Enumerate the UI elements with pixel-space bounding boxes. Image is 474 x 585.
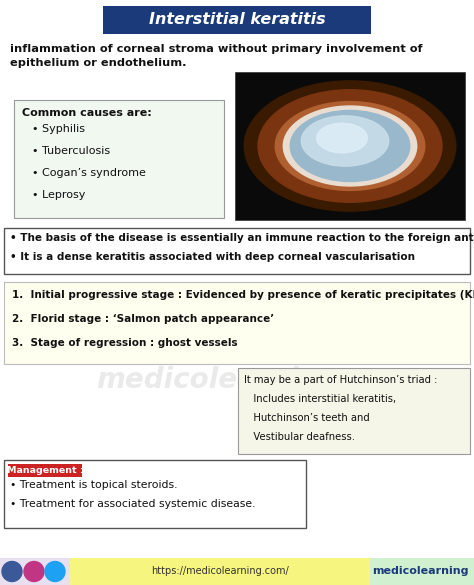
FancyBboxPatch shape xyxy=(370,558,474,585)
Ellipse shape xyxy=(244,81,456,211)
Ellipse shape xyxy=(301,116,389,166)
Text: medicolearning: medicolearning xyxy=(372,566,468,576)
FancyBboxPatch shape xyxy=(14,100,224,218)
FancyBboxPatch shape xyxy=(70,558,370,585)
Text: inflammation of corneal stroma without primary involvement of: inflammation of corneal stroma without p… xyxy=(10,44,422,54)
Text: It may be a part of Hutchinson’s triad :: It may be a part of Hutchinson’s triad : xyxy=(244,375,438,385)
FancyBboxPatch shape xyxy=(4,460,306,528)
Text: Includes interstitial keratitis,: Includes interstitial keratitis, xyxy=(244,394,396,404)
Text: • It is a dense keratitis associated with deep corneal vascularisation: • It is a dense keratitis associated wit… xyxy=(10,252,415,262)
Text: • Tuberculosis: • Tuberculosis xyxy=(32,146,110,156)
Text: Hutchinson’s teeth and: Hutchinson’s teeth and xyxy=(244,413,370,423)
FancyBboxPatch shape xyxy=(235,72,465,220)
Text: 1.  Initial progressive stage : Evidenced by presence of keratic precipitates (K: 1. Initial progressive stage : Evidenced… xyxy=(12,290,474,300)
Ellipse shape xyxy=(317,123,367,153)
Text: medicolearning: medicolearning xyxy=(96,366,338,394)
Text: • Treatment for associated systemic disease.: • Treatment for associated systemic dise… xyxy=(10,499,255,509)
Text: epithelium or endothelium.: epithelium or endothelium. xyxy=(10,58,186,68)
Ellipse shape xyxy=(275,102,425,190)
FancyBboxPatch shape xyxy=(4,282,470,364)
Text: • The basis of the disease is essentially an immune reaction to the foreign anti: • The basis of the disease is essentiall… xyxy=(10,233,474,243)
FancyBboxPatch shape xyxy=(4,228,470,274)
Text: • Treatment is topical steroids.: • Treatment is topical steroids. xyxy=(10,480,177,490)
FancyBboxPatch shape xyxy=(238,368,470,454)
Text: Vestibular deafness.: Vestibular deafness. xyxy=(244,432,355,442)
Circle shape xyxy=(24,562,44,581)
FancyBboxPatch shape xyxy=(103,6,371,34)
Text: • Cogan’s syndrome: • Cogan’s syndrome xyxy=(32,168,146,178)
Text: 3.  Stage of regression : ghost vessels: 3. Stage of regression : ghost vessels xyxy=(12,338,237,348)
FancyBboxPatch shape xyxy=(8,464,82,477)
Ellipse shape xyxy=(258,90,442,202)
Circle shape xyxy=(45,562,65,581)
Text: https://medicolearning.com/: https://medicolearning.com/ xyxy=(151,566,289,576)
Text: • Leprosy: • Leprosy xyxy=(32,190,85,200)
Ellipse shape xyxy=(290,111,410,181)
Circle shape xyxy=(2,562,22,581)
FancyBboxPatch shape xyxy=(0,558,70,585)
Ellipse shape xyxy=(283,106,417,186)
Text: 2.  Florid stage : ‘Salmon patch appearance’: 2. Florid stage : ‘Salmon patch appearan… xyxy=(12,314,274,324)
Text: Interstitial keratitis: Interstitial keratitis xyxy=(149,12,325,27)
Text: • Syphilis: • Syphilis xyxy=(32,124,85,134)
Text: Management :: Management : xyxy=(7,466,83,475)
Text: Common causes are:: Common causes are: xyxy=(22,108,152,118)
